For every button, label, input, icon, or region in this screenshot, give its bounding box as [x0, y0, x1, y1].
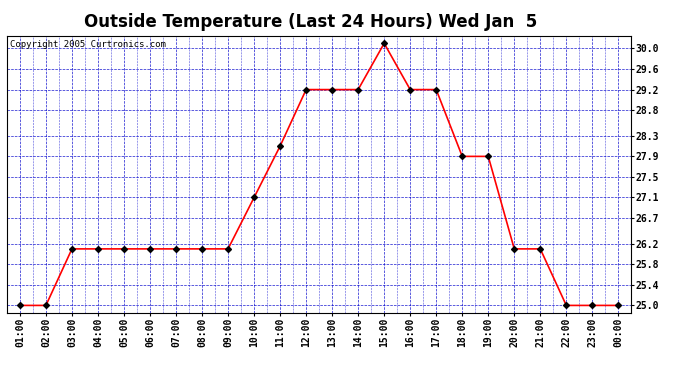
Text: Copyright 2005 Curtronics.com: Copyright 2005 Curtronics.com [10, 40, 166, 49]
Text: Outside Temperature (Last 24 Hours) Wed Jan  5: Outside Temperature (Last 24 Hours) Wed … [84, 13, 537, 31]
